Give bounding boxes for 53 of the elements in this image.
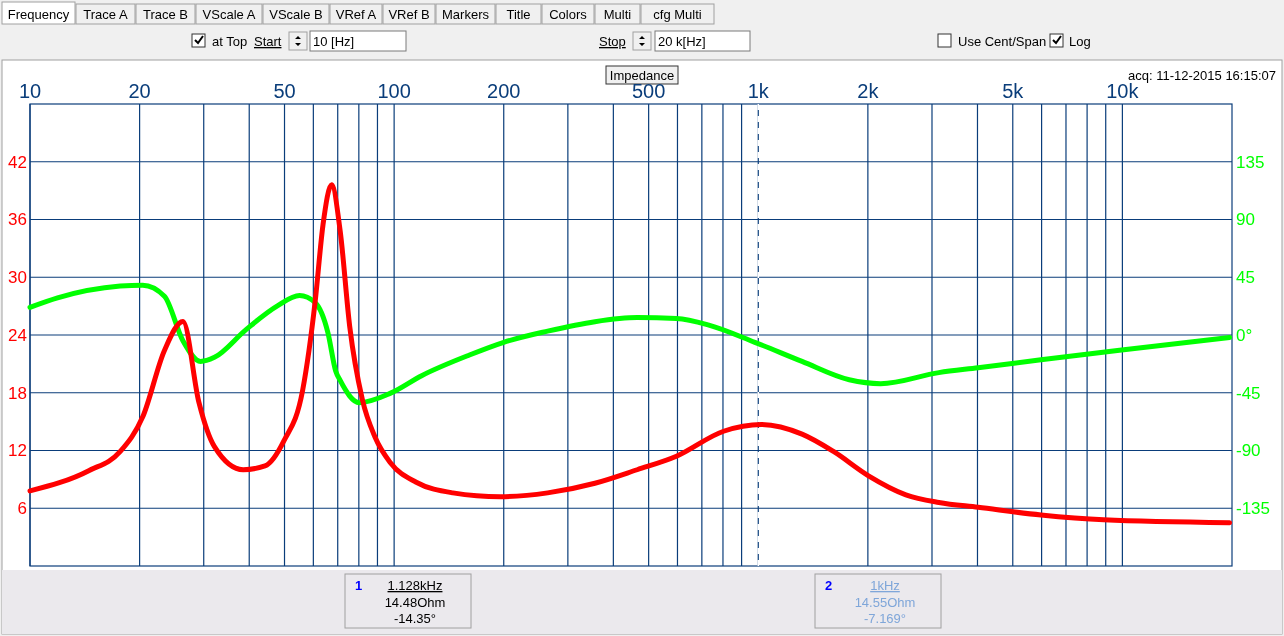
y-tick-label: 24 xyxy=(8,325,27,345)
y2-tick-label: 135 xyxy=(1236,152,1265,172)
x-tick-label: 10 xyxy=(18,80,42,102)
text: 1kHz xyxy=(870,578,900,593)
y-tick-label: 12 xyxy=(8,441,27,461)
y-tick-label: 36 xyxy=(8,210,27,230)
text: Stop xyxy=(599,34,626,49)
text: Frequency xyxy=(7,7,70,22)
y-tick-label: 30 xyxy=(8,268,27,288)
text: VRef A xyxy=(335,7,377,22)
x-tick-label: 500 xyxy=(631,80,666,102)
text: Trace B xyxy=(142,7,189,22)
text: Markers xyxy=(442,7,490,22)
text: VRef B xyxy=(388,7,430,22)
y2-tick-label: 0° xyxy=(1236,325,1253,345)
text: at Top xyxy=(212,34,248,49)
text: -14.35° xyxy=(393,611,437,626)
x-tick-label: 20 xyxy=(128,80,151,102)
text: Multi xyxy=(603,7,632,22)
text: Use Cent/Span xyxy=(958,34,1047,49)
x-tick-label: 5k xyxy=(1002,80,1025,102)
text: VScale B xyxy=(269,7,323,22)
text: Trace A xyxy=(83,7,128,22)
chart-title: Impedance xyxy=(609,68,675,83)
text: 10 [Hz] xyxy=(313,34,355,49)
x-tick-label: 2k xyxy=(857,80,880,102)
y-tick-label: 6 xyxy=(17,499,27,519)
text: 1.128kHz xyxy=(387,578,443,593)
y2-tick-label: 45 xyxy=(1236,268,1255,288)
x-tick-label: 200 xyxy=(487,80,521,102)
y-tick-label: 18 xyxy=(8,383,27,403)
text: 1 xyxy=(355,578,363,593)
y2-tick-label: -90 xyxy=(1236,441,1261,461)
y-tick-label: 42 xyxy=(8,152,27,172)
text: -7.169° xyxy=(863,611,907,626)
text: acq: 11-12-2015 16:15:07 xyxy=(1128,68,1276,83)
text: 2 xyxy=(825,578,833,593)
y2-tick-label: -135 xyxy=(1236,499,1271,519)
y2-tick-label: 90 xyxy=(1236,210,1255,230)
text: 20 k[Hz] xyxy=(658,34,706,49)
x-tick-label: 100 xyxy=(377,80,411,102)
x-tick-label: 50 xyxy=(273,80,296,102)
text: 14.48Ohm xyxy=(384,595,446,610)
text: Log xyxy=(1069,34,1091,49)
y2-tick-label: -45 xyxy=(1236,383,1261,403)
x-tick-label: 10k xyxy=(1106,80,1140,102)
text: Start xyxy=(254,34,282,49)
text: cfg Multi xyxy=(653,7,702,22)
text: 14.55Ohm xyxy=(854,595,916,610)
text: Colors xyxy=(549,7,588,22)
text: Title xyxy=(506,7,531,22)
x-tick-label: 1k xyxy=(747,80,770,102)
text: VScale A xyxy=(202,7,256,22)
